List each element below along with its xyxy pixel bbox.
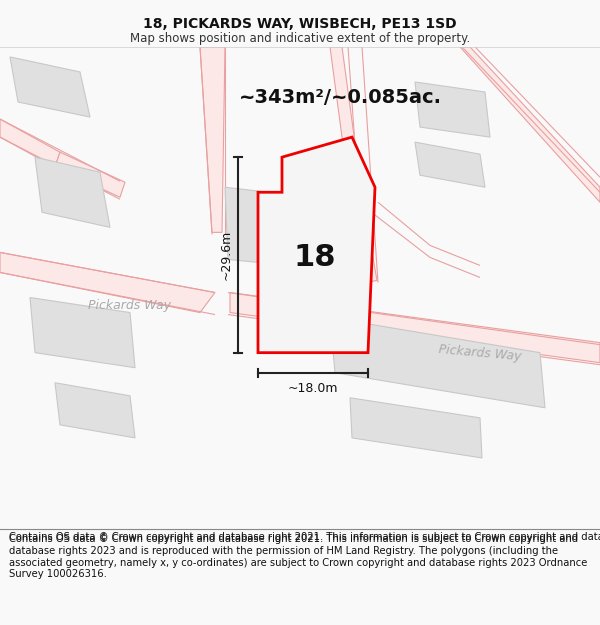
Polygon shape bbox=[415, 82, 490, 137]
Polygon shape bbox=[30, 298, 135, 368]
Text: ~18.0m: ~18.0m bbox=[288, 382, 338, 395]
Polygon shape bbox=[200, 47, 225, 232]
Text: Pickards Way: Pickards Way bbox=[89, 299, 172, 312]
Text: Map shows position and indicative extent of the property.: Map shows position and indicative extent… bbox=[130, 32, 470, 44]
Text: 18: 18 bbox=[294, 243, 336, 272]
Polygon shape bbox=[0, 119, 60, 167]
Polygon shape bbox=[330, 318, 545, 408]
Polygon shape bbox=[350, 398, 482, 458]
Text: Contains OS data © Crown copyright and database right 2021. This information is : Contains OS data © Crown copyright and d… bbox=[9, 534, 587, 579]
Text: Pickards Way: Pickards Way bbox=[438, 342, 522, 362]
Polygon shape bbox=[55, 152, 125, 198]
Polygon shape bbox=[330, 47, 362, 198]
Polygon shape bbox=[258, 137, 375, 352]
Polygon shape bbox=[225, 188, 360, 272]
Polygon shape bbox=[415, 142, 485, 188]
Text: Contains OS data © Crown copyright and database right 2021. This information is : Contains OS data © Crown copyright and d… bbox=[9, 532, 600, 542]
Polygon shape bbox=[460, 47, 600, 202]
Text: ~29.6m: ~29.6m bbox=[220, 230, 233, 280]
Polygon shape bbox=[55, 382, 135, 438]
Polygon shape bbox=[35, 157, 110, 228]
Text: ~343m²/~0.085ac.: ~343m²/~0.085ac. bbox=[239, 88, 442, 106]
Polygon shape bbox=[0, 253, 215, 312]
Polygon shape bbox=[230, 292, 600, 362]
Polygon shape bbox=[350, 195, 377, 282]
Text: 18, PICKARDS WAY, WISBECH, PE13 1SD: 18, PICKARDS WAY, WISBECH, PE13 1SD bbox=[143, 18, 457, 31]
Polygon shape bbox=[10, 57, 90, 117]
